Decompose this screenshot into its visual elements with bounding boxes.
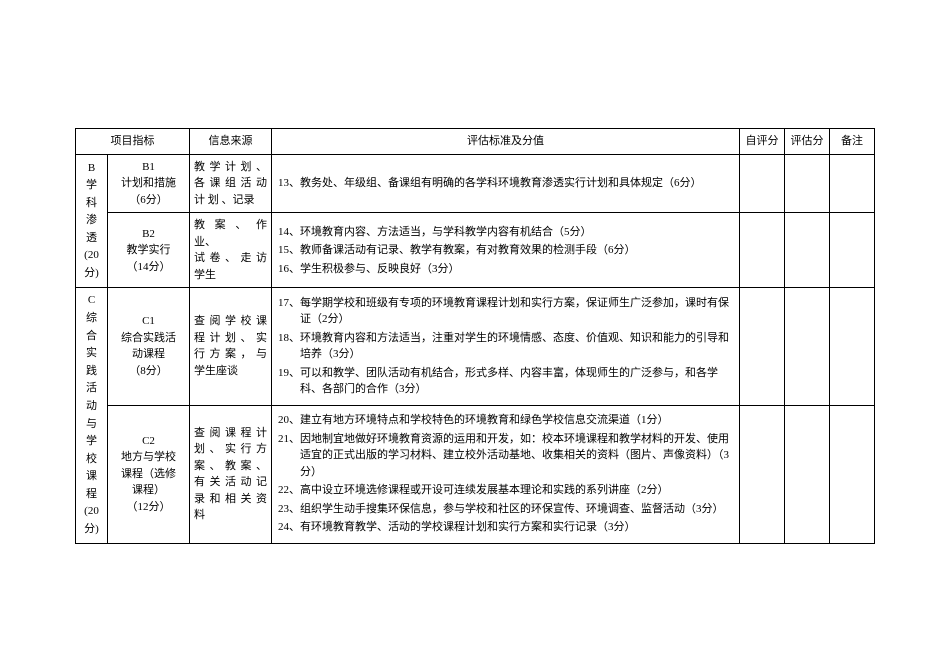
criteria-number: 24、	[278, 519, 300, 536]
header-note: 备注	[830, 129, 875, 155]
criteria-number: 23、	[278, 501, 300, 518]
table-header-row: 项目指标 信息来源 评估标准及分值 自评分 评估分 备注	[76, 129, 875, 155]
criteria-text: 高中设立环境选修课程或开设可连续发展基本理论和实践的系列讲座（2分）	[300, 482, 733, 499]
note-b1	[830, 154, 875, 213]
criteria-number: 17、	[278, 295, 300, 328]
criteria-text: 可以和教学、团队活动有机结合，形式多样、内容丰富，体现师生的广泛参与，和各学科、…	[300, 365, 733, 398]
source-b2: 教 案 、 作业、试 卷 、 走 访学生	[190, 213, 272, 288]
category-b: B学科渗透(20分)	[76, 154, 108, 288]
criteria-item: 18、环境教育内容和方法适当，注重对学生的环境情感、态度、价值观、知识和能力的引…	[278, 330, 733, 363]
criteria-text: 环境教育内容、方法适当，与学科教学内容有机结合（5分）	[300, 224, 733, 241]
row-c2: C2地方与学校课程（选修课程）（12分） 查 阅 课 程 计划 、 实 行 方案…	[76, 405, 875, 543]
criteria-item: 14、环境教育内容、方法适当，与学科教学内容有机结合（5分）	[278, 224, 733, 241]
criteria-text: 建立有地方环境特点和学校特色的环境教育和绿色学校信息交流渠道（1分）	[300, 412, 733, 429]
criteria-b1: 13、教务处、年级组、备课组有明确的各学科环境教育渗透实行计划和具体规定（6分）	[272, 154, 740, 213]
criteria-text: 因地制宜地做好环境教育资源的运用和开发，如：校本环境课程和教学材料的开发、使用适…	[300, 431, 733, 481]
self-c2	[740, 405, 785, 543]
criteria-text: 学生积极参与、反映良好（3分）	[300, 261, 733, 278]
criteria-number: 22、	[278, 482, 300, 499]
criteria-text: 环境教育内容和方法适当，注重对学生的环境情感、态度、价值观、知识和能力的引导和培…	[300, 330, 733, 363]
self-b1	[740, 154, 785, 213]
note-c1	[830, 288, 875, 405]
criteria-c2: 20、建立有地方环境特点和学校特色的环境教育和绿色学校信息交流渠道（1分）21、…	[272, 405, 740, 543]
row-b1: B学科渗透(20分) B1计划和措施（6分） 教 学 计 划 、各 课 组 活 …	[76, 154, 875, 213]
eval-c1	[785, 288, 830, 405]
criteria-number: 13、	[278, 175, 300, 192]
indicator-b2: B2教学实行（14分）	[108, 213, 190, 288]
criteria-item: 15、教师备课活动有记录、教学有教案，有对教育效果的检测手段（6分）	[278, 242, 733, 259]
eval-b2	[785, 213, 830, 288]
criteria-item: 20、建立有地方环境特点和学校特色的环境教育和绿色学校信息交流渠道（1分）	[278, 412, 733, 429]
evaluation-table-container: 项目指标 信息来源 评估标准及分值 自评分 评估分 备注 B学科渗透(20分) …	[75, 128, 875, 543]
criteria-item: 24、有环境教育教学、活动的学校课程计划和实行方案和实行记录（3分）	[278, 519, 733, 536]
criteria-number: 18、	[278, 330, 300, 363]
criteria-number: 14、	[278, 224, 300, 241]
category-c: C综合实践活动与学校课程(20分)	[76, 288, 108, 543]
indicator-b1: B1计划和措施（6分）	[108, 154, 190, 213]
criteria-number: 15、	[278, 242, 300, 259]
note-c2	[830, 405, 875, 543]
evaluation-table: 项目指标 信息来源 评估标准及分值 自评分 评估分 备注 B学科渗透(20分) …	[75, 128, 875, 543]
indicator-c1: C1综合实践活动课程（8分）	[108, 288, 190, 405]
source-b1: 教 学 计 划 、各 课 组 活 动计 划 、记录	[190, 154, 272, 213]
criteria-text: 教师备课活动有记录、教学有教案，有对教育效果的检测手段（6分）	[300, 242, 733, 259]
note-b2	[830, 213, 875, 288]
criteria-text: 有环境教育教学、活动的学校课程计划和实行方案和实行记录（3分）	[300, 519, 733, 536]
self-b2	[740, 213, 785, 288]
header-criteria: 评估标准及分值	[272, 129, 740, 155]
eval-c2	[785, 405, 830, 543]
criteria-b2: 14、环境教育内容、方法适当，与学科教学内容有机结合（5分）15、教师备课活动有…	[272, 213, 740, 288]
source-c2: 查 阅 课 程 计划 、 实 行 方案 、 教 案 、有 关 活 动 记录 和 …	[190, 405, 272, 543]
criteria-number: 21、	[278, 431, 300, 481]
row-b2: B2教学实行（14分） 教 案 、 作业、试 卷 、 走 访学生 14、环境教育…	[76, 213, 875, 288]
header-project: 项目指标	[76, 129, 190, 155]
criteria-c1: 17、每学期学校和班级有专项的环境教育课程计划和实行方案，保证师生广泛参加，课时…	[272, 288, 740, 405]
criteria-text: 组织学生动手搜集环保信息，参与学校和社区的环保宣传、环境调查、监督活动（3分）	[300, 501, 733, 518]
row-c1: C综合实践活动与学校课程(20分) C1综合实践活动课程（8分） 查 阅 学 校…	[76, 288, 875, 405]
criteria-item: 17、每学期学校和班级有专项的环境教育课程计划和实行方案，保证师生广泛参加，课时…	[278, 295, 733, 328]
indicator-c2: C2地方与学校课程（选修课程）（12分）	[108, 405, 190, 543]
criteria-number: 19、	[278, 365, 300, 398]
criteria-item: 16、学生积极参与、反映良好（3分）	[278, 261, 733, 278]
header-eval-score: 评估分	[785, 129, 830, 155]
criteria-number: 16、	[278, 261, 300, 278]
criteria-text: 每学期学校和班级有专项的环境教育课程计划和实行方案，保证师生广泛参加，课时有保证…	[300, 295, 733, 328]
criteria-number: 20、	[278, 412, 300, 429]
criteria-text: 教务处、年级组、备课组有明确的各学科环境教育渗透实行计划和具体规定（6分）	[300, 175, 733, 192]
header-source: 信息来源	[190, 129, 272, 155]
criteria-item: 22、高中设立环境选修课程或开设可连续发展基本理论和实践的系列讲座（2分）	[278, 482, 733, 499]
criteria-item: 21、因地制宜地做好环境教育资源的运用和开发，如：校本环境课程和教学材料的开发、…	[278, 431, 733, 481]
self-c1	[740, 288, 785, 405]
eval-b1	[785, 154, 830, 213]
criteria-item: 13、教务处、年级组、备课组有明确的各学科环境教育渗透实行计划和具体规定（6分）	[278, 175, 733, 192]
criteria-item: 23、组织学生动手搜集环保信息，参与学校和社区的环保宣传、环境调查、监督活动（3…	[278, 501, 733, 518]
header-self-score: 自评分	[740, 129, 785, 155]
source-c1: 查 阅 学 校 课程 计 划 、 实行 方 案 ， 与学生座谈	[190, 288, 272, 405]
criteria-item: 19、可以和教学、团队活动有机结合，形式多样、内容丰富，体现师生的广泛参与，和各…	[278, 365, 733, 398]
